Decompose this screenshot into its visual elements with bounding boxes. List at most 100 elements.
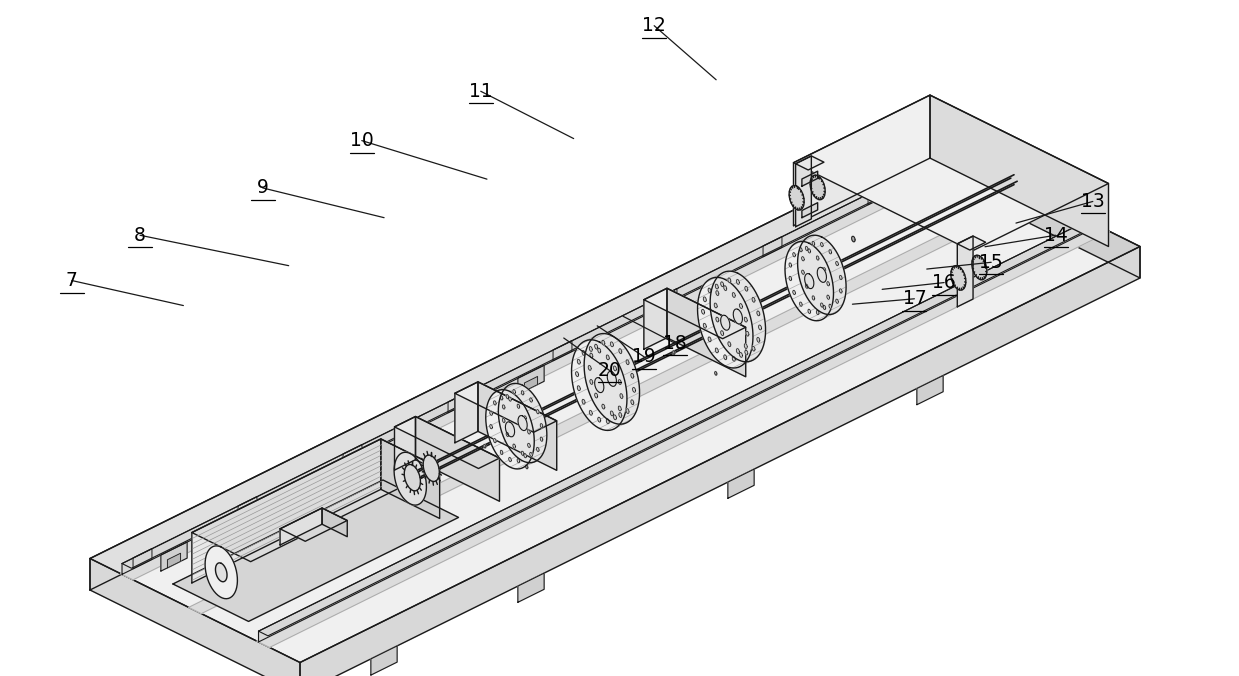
Polygon shape bbox=[817, 256, 819, 260]
Polygon shape bbox=[455, 382, 478, 443]
Text: 20: 20 bbox=[597, 361, 622, 380]
Polygon shape bbox=[971, 256, 986, 280]
Polygon shape bbox=[745, 317, 747, 322]
Polygon shape bbox=[732, 356, 735, 361]
Polygon shape bbox=[763, 237, 782, 257]
Polygon shape bbox=[851, 237, 855, 242]
Polygon shape bbox=[509, 458, 512, 462]
Polygon shape bbox=[415, 416, 499, 502]
Polygon shape bbox=[206, 546, 238, 599]
Polygon shape bbox=[826, 282, 829, 286]
Polygon shape bbox=[618, 380, 621, 385]
Polygon shape bbox=[618, 406, 621, 411]
Polygon shape bbox=[518, 365, 544, 394]
Polygon shape bbox=[188, 191, 1041, 614]
Polygon shape bbox=[90, 143, 930, 590]
Polygon shape bbox=[611, 342, 613, 347]
Polygon shape bbox=[716, 291, 719, 295]
Polygon shape bbox=[513, 389, 515, 394]
Polygon shape bbox=[613, 415, 617, 420]
Polygon shape bbox=[238, 496, 256, 516]
Polygon shape bbox=[757, 311, 760, 316]
Polygon shape bbox=[917, 375, 943, 405]
Polygon shape bbox=[322, 508, 347, 537]
Polygon shape bbox=[524, 416, 527, 420]
Polygon shape bbox=[577, 386, 580, 391]
Text: 8: 8 bbox=[134, 226, 146, 245]
Polygon shape bbox=[793, 253, 795, 257]
Polygon shape bbox=[584, 333, 639, 424]
Polygon shape bbox=[522, 391, 524, 395]
Polygon shape bbox=[394, 416, 415, 470]
Text: 16: 16 bbox=[932, 273, 957, 292]
Polygon shape bbox=[577, 359, 580, 364]
Polygon shape bbox=[808, 249, 810, 253]
Polygon shape bbox=[804, 274, 814, 289]
Polygon shape bbox=[745, 343, 747, 349]
Polygon shape bbox=[315, 481, 327, 495]
Polygon shape bbox=[501, 395, 503, 400]
Polygon shape bbox=[950, 266, 966, 290]
Polygon shape bbox=[571, 340, 627, 431]
Polygon shape bbox=[701, 310, 705, 314]
Polygon shape bbox=[503, 405, 506, 409]
Polygon shape bbox=[483, 444, 486, 448]
Polygon shape bbox=[300, 247, 1140, 676]
Polygon shape bbox=[590, 379, 593, 385]
Text: 15: 15 bbox=[979, 253, 1004, 272]
Polygon shape bbox=[343, 445, 362, 464]
Polygon shape bbox=[582, 350, 585, 356]
Polygon shape bbox=[840, 275, 843, 280]
Polygon shape bbox=[602, 340, 605, 345]
Polygon shape bbox=[820, 303, 823, 308]
Polygon shape bbox=[536, 410, 539, 414]
Polygon shape bbox=[795, 156, 812, 226]
Polygon shape bbox=[192, 439, 440, 562]
Polygon shape bbox=[808, 309, 810, 314]
Polygon shape bbox=[530, 398, 533, 402]
Polygon shape bbox=[607, 371, 617, 387]
Polygon shape bbox=[740, 352, 742, 358]
Polygon shape bbox=[813, 296, 815, 300]
Polygon shape bbox=[752, 346, 755, 351]
Polygon shape bbox=[869, 185, 887, 205]
Polygon shape bbox=[307, 469, 335, 498]
Polygon shape bbox=[709, 337, 711, 342]
Polygon shape bbox=[820, 243, 823, 247]
Polygon shape bbox=[192, 439, 380, 583]
Polygon shape bbox=[518, 573, 544, 602]
Polygon shape bbox=[524, 454, 527, 458]
Polygon shape bbox=[493, 401, 496, 405]
Polygon shape bbox=[710, 271, 766, 362]
Polygon shape bbox=[553, 341, 572, 361]
Polygon shape bbox=[813, 241, 815, 245]
Polygon shape bbox=[90, 143, 1140, 662]
Polygon shape bbox=[793, 290, 795, 295]
Polygon shape bbox=[802, 270, 804, 274]
Polygon shape bbox=[595, 344, 597, 349]
Polygon shape bbox=[958, 236, 973, 307]
Polygon shape bbox=[930, 95, 1109, 247]
Polygon shape bbox=[745, 287, 748, 291]
Polygon shape bbox=[506, 422, 514, 437]
Text: 17: 17 bbox=[902, 289, 927, 308]
Polygon shape bbox=[509, 397, 512, 402]
Polygon shape bbox=[595, 393, 597, 398]
Text: 7: 7 bbox=[66, 271, 78, 290]
Polygon shape bbox=[715, 348, 719, 353]
Polygon shape bbox=[525, 465, 528, 469]
Polygon shape bbox=[644, 288, 667, 349]
Polygon shape bbox=[121, 147, 961, 575]
Polygon shape bbox=[590, 347, 592, 352]
Polygon shape bbox=[958, 236, 986, 250]
Polygon shape bbox=[620, 349, 622, 354]
Polygon shape bbox=[394, 416, 499, 468]
Polygon shape bbox=[818, 267, 826, 283]
Polygon shape bbox=[613, 366, 617, 371]
Polygon shape bbox=[602, 404, 605, 409]
Polygon shape bbox=[611, 411, 613, 416]
Polygon shape bbox=[597, 417, 601, 422]
Polygon shape bbox=[716, 317, 719, 322]
Polygon shape bbox=[805, 284, 808, 289]
Polygon shape bbox=[658, 289, 676, 309]
